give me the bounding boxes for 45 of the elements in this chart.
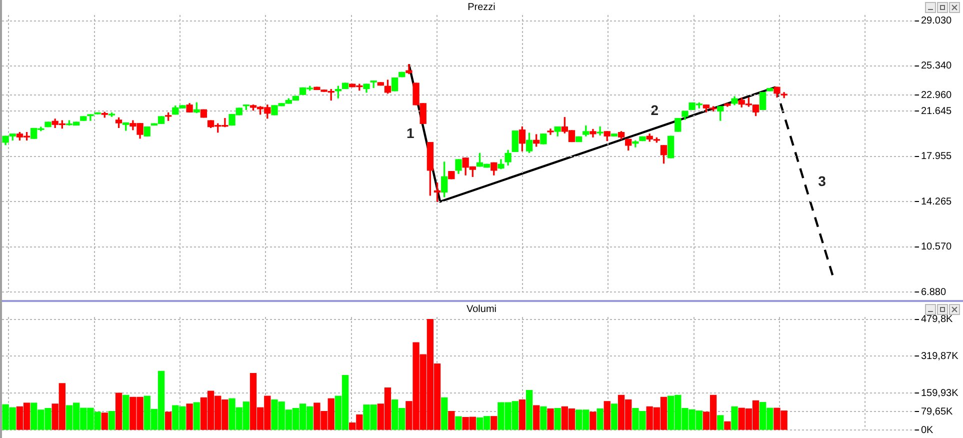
bar	[533, 405, 540, 430]
y-tick-label: 6.880	[921, 286, 946, 298]
bar	[441, 397, 448, 430]
y-tick-label: 29.030	[921, 16, 952, 27]
bar	[731, 406, 738, 430]
y-tick-label: 319,87K	[921, 350, 959, 362]
bar	[590, 412, 596, 430]
bar	[122, 394, 130, 430]
y-tick-label: 21.645	[921, 106, 952, 117]
annotation: 1	[406, 124, 414, 141]
bar	[193, 402, 200, 430]
candlestick	[406, 64, 412, 74]
y-tick-label: 25.340	[921, 60, 952, 72]
bar	[448, 410, 455, 430]
bar	[554, 408, 561, 430]
y-tick-label: 10.570	[921, 242, 952, 253]
y-tick-label: 22.960	[921, 90, 952, 101]
bar	[490, 416, 498, 430]
bar	[101, 412, 108, 430]
y-tick-label: 79,65K	[921, 406, 954, 418]
bar	[526, 390, 533, 430]
bar	[164, 412, 172, 430]
bar	[547, 408, 554, 430]
bar	[108, 410, 116, 430]
bar	[455, 416, 462, 430]
bar	[115, 392, 122, 430]
chart-title: Prezzi	[468, 2, 496, 13]
y-tick-label: 0K	[921, 424, 934, 436]
annotation: 2	[650, 102, 659, 118]
bar	[604, 401, 610, 430]
bar	[540, 406, 547, 430]
chart-title: Volumi	[466, 304, 497, 315]
y-tick-label: 14.265	[921, 196, 952, 208]
bar	[186, 404, 193, 430]
bar	[717, 415, 724, 430]
bar	[518, 399, 526, 430]
y-tick-label: 17.955	[921, 151, 952, 162]
annotation: 3	[818, 173, 826, 190]
candlestick	[596, 126, 604, 136]
bar	[596, 408, 604, 430]
bar	[724, 421, 731, 430]
candlestick	[780, 92, 788, 98]
bar	[610, 404, 618, 430]
y-tick-label: 479,8K	[921, 314, 954, 326]
y-tick-label: 159,93K	[921, 388, 959, 399]
